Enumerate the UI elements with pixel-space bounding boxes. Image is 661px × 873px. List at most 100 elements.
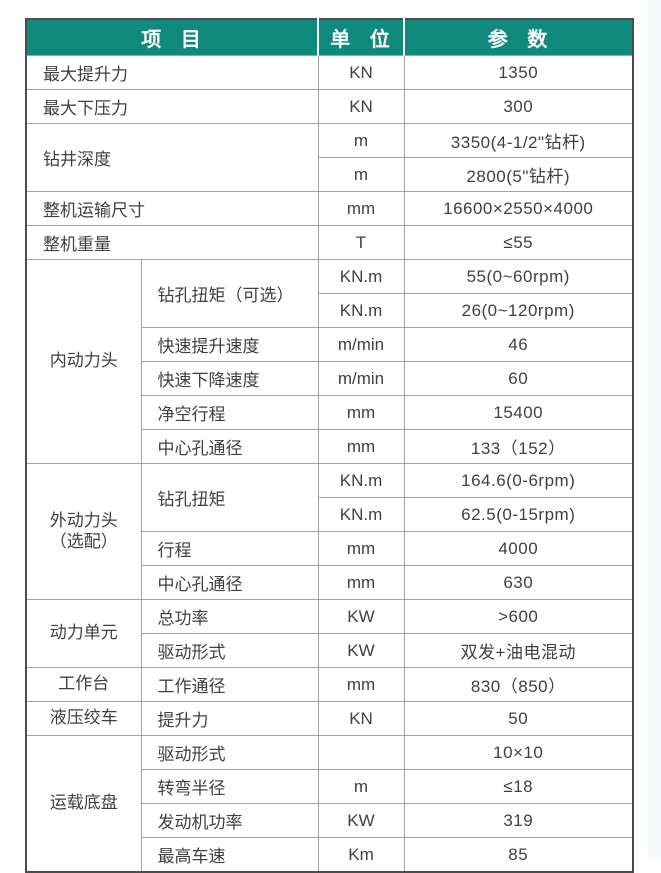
cell-value: ≤55 — [403, 225, 634, 260]
cell-item: 提升力 — [140, 701, 319, 736]
table-row: 中心孔通径 mm 630 — [26, 565, 634, 600]
table-row: 最大提升力 KN 1350 — [25, 55, 634, 90]
cell-value: 830（850） — [403, 667, 634, 702]
cell-unit: KW — [317, 599, 405, 634]
cell-value: 4000 — [403, 531, 634, 566]
cell-value: ≤18 — [403, 769, 634, 804]
cell-unit: KN.m — [317, 259, 405, 294]
page-edge-strip — [648, 0, 661, 861]
cell-unit: m/min — [317, 361, 405, 396]
cell-item: 净空行程 — [140, 395, 319, 430]
cell-unit: KN — [317, 701, 405, 736]
table-row: KN.m 26(0~120rpm) — [26, 293, 634, 328]
cell-value: 26(0~120rpm) — [403, 293, 634, 328]
cell-value: 10×10 — [403, 735, 634, 770]
cell-unit: mm — [317, 565, 405, 600]
cell-item: 行程 — [140, 531, 319, 566]
table-row: m 2800(5"钻杆) — [26, 157, 634, 192]
cell-unit: mm — [317, 667, 405, 702]
cell-item: 整机运输尺寸 — [25, 191, 319, 226]
cell-value: 319 — [403, 803, 634, 838]
table-row: 转弯半径 m ≤18 — [26, 769, 634, 804]
table-row: 运载底盘 驱动形式 10×10 — [25, 735, 634, 873]
cell-value: 16600×2550×4000 — [403, 191, 634, 226]
cell-item: 发动机功率 — [140, 803, 319, 838]
table-row: 净空行程 mm 15400 — [26, 395, 634, 430]
table-row: 快速提升速度 m/min 46 — [26, 327, 634, 362]
table-row: 行程 mm 4000 — [26, 531, 634, 566]
cell-unit: Km — [317, 837, 405, 873]
cell-item: 快速下降速度 — [140, 361, 319, 396]
table-row: 快速下降速度 m/min 60 — [26, 361, 634, 396]
cell-unit: m — [317, 157, 405, 192]
table-row: 动力单元 总功率 KW >600 — [25, 599, 634, 668]
cell-unit: T — [317, 225, 405, 260]
cell-value: 60 — [403, 361, 634, 396]
cell-item: 工作通径 — [140, 667, 319, 702]
header-param: 参 数 — [403, 19, 633, 56]
cell-unit: mm — [317, 395, 405, 430]
cell-value: >600 — [403, 599, 634, 634]
cell-item: 总功率 — [140, 599, 319, 634]
table-row: 中心孔通径 mm 133（152） — [26, 429, 634, 464]
cell-item: 快速提升速度 — [140, 327, 319, 362]
cell-item: 最高车速 — [140, 837, 319, 873]
cell-unit: mm — [317, 531, 405, 566]
cell-item: 钻孔扭矩（可选） — [140, 259, 319, 328]
header-row: 项 目 单 位 参 数 — [26, 19, 633, 56]
cell-unit: mm — [317, 191, 405, 226]
cell-value: 15400 — [403, 395, 634, 430]
table-row: 外动力头 （选配） 钻孔扭矩 KN.m 164.6(0-6rpm) — [25, 463, 634, 600]
table-row: 整机运输尺寸 mm 16600×2550×4000 — [25, 191, 634, 226]
cell-value: 300 — [403, 89, 634, 124]
cell-item: 整机重量 — [25, 225, 319, 260]
table-row: 发动机功率 KW 319 — [26, 803, 634, 838]
cell-value: 50 — [403, 701, 634, 736]
cell-unit: mm — [317, 429, 405, 464]
cell-category: 内动力头 — [25, 259, 142, 464]
cell-item: 转弯半径 — [140, 769, 319, 804]
cell-unit: m — [317, 123, 405, 158]
cell-category: 外动力头 （选配） — [25, 463, 142, 600]
cell-category: 液压绞车 — [25, 701, 142, 736]
cell-unit: KN.m — [317, 293, 405, 328]
cell-value: 630 — [403, 565, 634, 600]
cell-unit: m — [317, 769, 405, 804]
table-row: 工作台 工作通径 mm 830（850） — [25, 667, 634, 702]
cell-value: 164.6(0-6rpm) — [403, 463, 634, 498]
cell-unit: KN — [317, 55, 405, 90]
cell-value: 46 — [403, 327, 634, 362]
cell-value: 1350 — [403, 55, 634, 90]
cell-value: 85 — [403, 837, 634, 873]
cell-item: 最大下压力 — [25, 89, 319, 124]
cell-value: 双发+油电混动 — [403, 633, 634, 668]
cell-unit: KN.m — [317, 463, 405, 498]
cell-unit: KN.m — [317, 497, 405, 532]
cell-unit: KW — [317, 803, 405, 838]
cell-value: 62.5(0-15rpm) — [403, 497, 634, 532]
cell-category: 运载底盘 — [25, 735, 142, 873]
cell-category: 工作台 — [25, 667, 142, 702]
cell-value: 3350(4-1/2"钻杆) — [403, 123, 634, 158]
cell-value: 133（152） — [403, 429, 634, 464]
cell-item: 驱动形式 — [140, 735, 319, 770]
table-row: 钻井深度 m 3350(4-1/2"钻杆) — [25, 123, 634, 192]
cell-unit: KW — [317, 633, 405, 668]
cell-unit: KN — [317, 89, 405, 124]
table-row: 内动力头 钻孔扭矩（可选） KN.m 55(0~60rpm) — [25, 259, 634, 464]
cell-item: 钻孔扭矩 — [140, 463, 319, 532]
cell-unit — [317, 735, 405, 770]
cell-item: 最大提升力 — [25, 55, 319, 90]
spec-table-body: 最大提升力 KN 1350 最大下压力 KN 300 钻井深度 m 3350(4-1/2"钻杆)… — [25, 55, 634, 873]
table-row: 液压绞车 提升力 KN 50 — [25, 701, 634, 736]
table-row: 驱动形式 KW 双发+油电混动 — [26, 633, 634, 668]
cell-item: 钻井深度 — [25, 123, 319, 192]
cell-category: 动力单元 — [25, 599, 142, 668]
cell-item: 驱动形式 — [140, 633, 319, 668]
cell-item: 中心孔通径 — [140, 565, 319, 600]
table-row: 最大下压力 KN 300 — [25, 89, 634, 124]
header-item: 项 目 — [26, 19, 318, 56]
cell-unit: m/min — [317, 327, 405, 362]
table-row: 整机重量 T ≤55 — [25, 225, 634, 260]
